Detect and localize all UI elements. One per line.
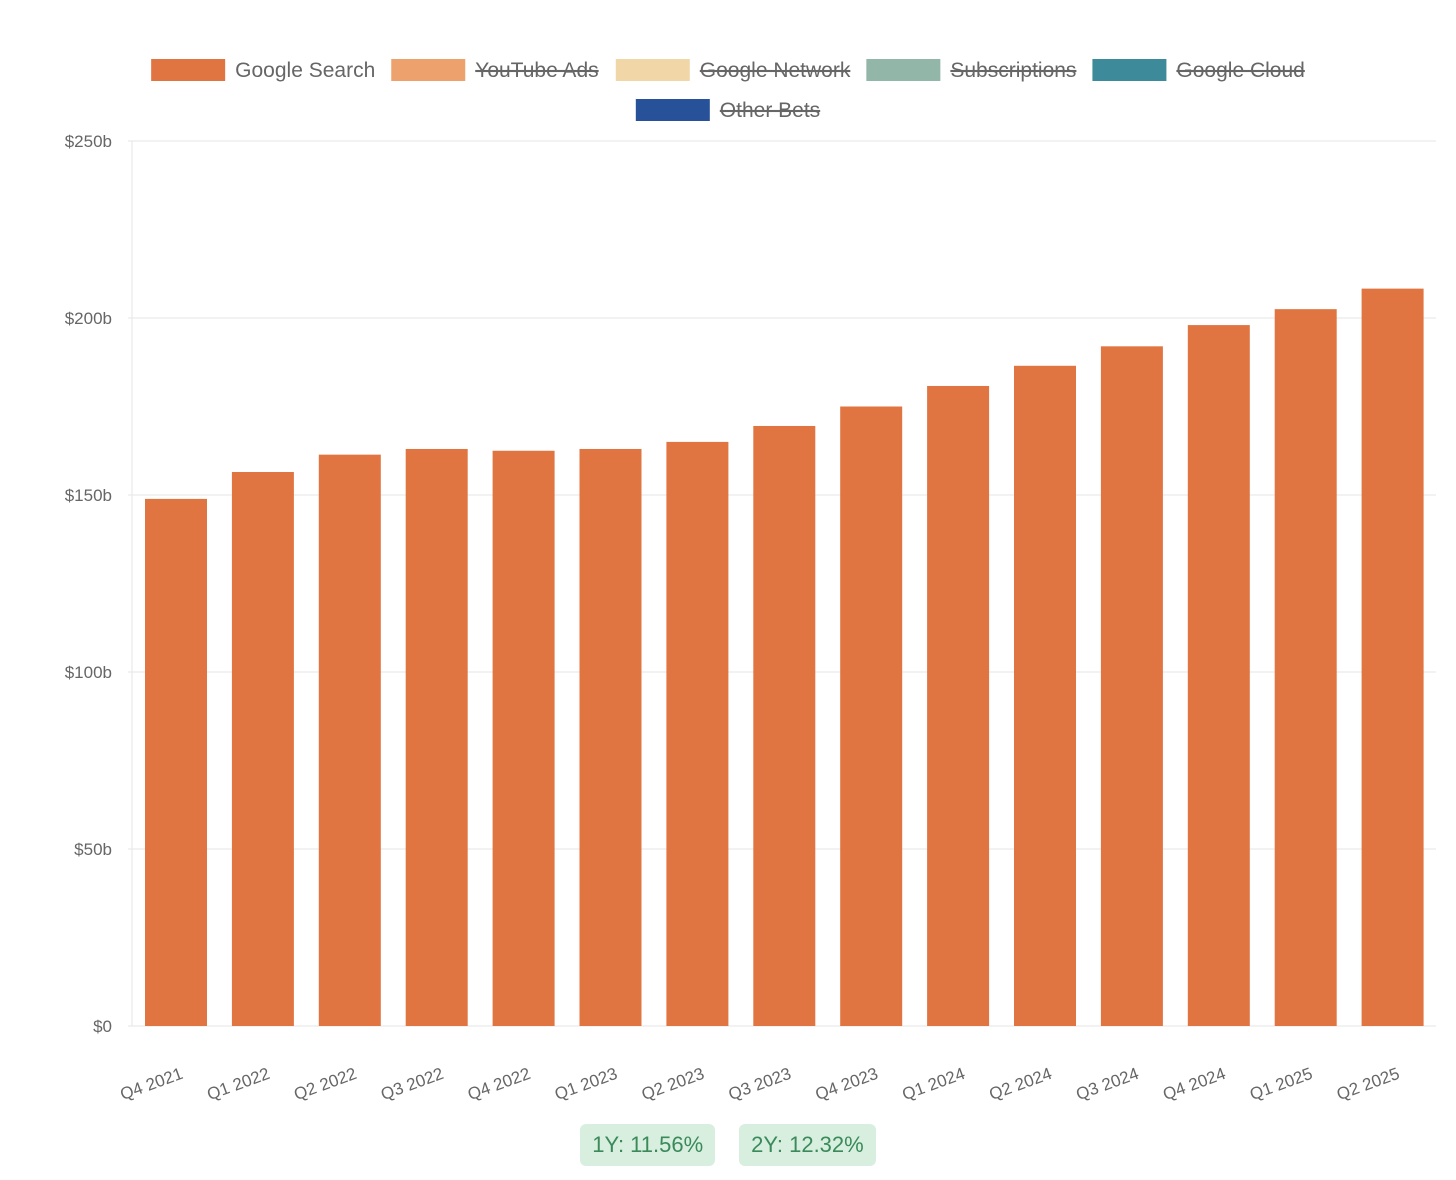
x-tick-label: Q1 2024 [900, 1064, 968, 1104]
y-tick-label: $0 [93, 1017, 112, 1036]
x-tick-label: Q2 2025 [1334, 1064, 1402, 1104]
bar-q3-2023[interactable] [753, 425, 816, 1027]
legend-label-other-bets[interactable]: Other Bets [720, 99, 820, 122]
bar-q4-2024[interactable] [1187, 325, 1250, 1027]
bar-q1-2024[interactable] [927, 385, 990, 1026]
bar-q1-2023[interactable] [579, 448, 642, 1027]
legend-swatch-google-cloud[interactable] [1092, 59, 1167, 81]
x-tick-label: Q4 2022 [465, 1064, 533, 1104]
x-tick-label: Q4 2021 [118, 1064, 186, 1104]
growth-badge-2y: 2Y: 12.32% [739, 1124, 876, 1166]
x-tick-label: Q2 2023 [639, 1064, 707, 1104]
legend-label-google-cloud[interactable]: Google Cloud [1176, 59, 1304, 82]
growth-badge-1y: 1Y: 11.56% [580, 1124, 716, 1166]
legend-swatch-youtube-ads[interactable] [391, 59, 466, 81]
x-tick-label: Q1 2025 [1247, 1064, 1315, 1104]
bar-q2-2025[interactable] [1361, 288, 1424, 1026]
x-tick-label: Q4 2024 [1160, 1064, 1228, 1104]
bar-q3-2024[interactable] [1100, 346, 1163, 1026]
legend-label-subscriptions[interactable]: Subscriptions [950, 59, 1076, 82]
y-tick-label: $200b [65, 309, 112, 328]
x-tick-label: Q3 2024 [1073, 1064, 1141, 1104]
bar-q3-2022[interactable] [405, 448, 468, 1027]
x-tick-label: Q4 2023 [813, 1064, 881, 1104]
bar-q1-2022[interactable] [231, 471, 294, 1026]
bar-q2-2023[interactable] [666, 441, 729, 1026]
y-tick-label: $150b [65, 486, 112, 505]
x-tick-label: Q1 2022 [204, 1064, 272, 1104]
legend-label-google-network[interactable]: Google Network [700, 59, 851, 82]
legend-swatch-subscriptions[interactable] [866, 59, 941, 81]
x-tick-label: Q2 2022 [291, 1064, 359, 1104]
x-tick-label: Q2 2024 [987, 1064, 1055, 1104]
legend-swatch-google-network[interactable] [615, 59, 690, 81]
bar-q4-2021[interactable] [145, 498, 207, 1026]
y-tick-label: $100b [65, 663, 112, 682]
legend-label-google-search[interactable]: Google Search [235, 59, 375, 82]
bar-q2-2022[interactable] [318, 454, 381, 1026]
y-tick-label: $250b [65, 132, 112, 151]
legend-label-youtube-ads[interactable]: YouTube Ads [475, 59, 598, 82]
bar-q4-2022[interactable] [492, 450, 555, 1026]
bar-q2-2024[interactable] [1014, 365, 1076, 1026]
legend-swatch-other-bets[interactable] [635, 99, 710, 121]
y-tick-label: $50b [74, 840, 112, 859]
legend-swatch-google-search[interactable] [151, 59, 226, 81]
bar-q1-2025[interactable] [1274, 309, 1337, 1026]
x-tick-label: Q3 2023 [726, 1064, 794, 1104]
growth-badges: 1Y: 11.56% 2Y: 12.32% [0, 1124, 1456, 1166]
x-tick-label: Q3 2022 [378, 1064, 446, 1104]
bar-q4-2023[interactable] [840, 406, 903, 1027]
x-tick-label: Q1 2023 [552, 1064, 620, 1104]
